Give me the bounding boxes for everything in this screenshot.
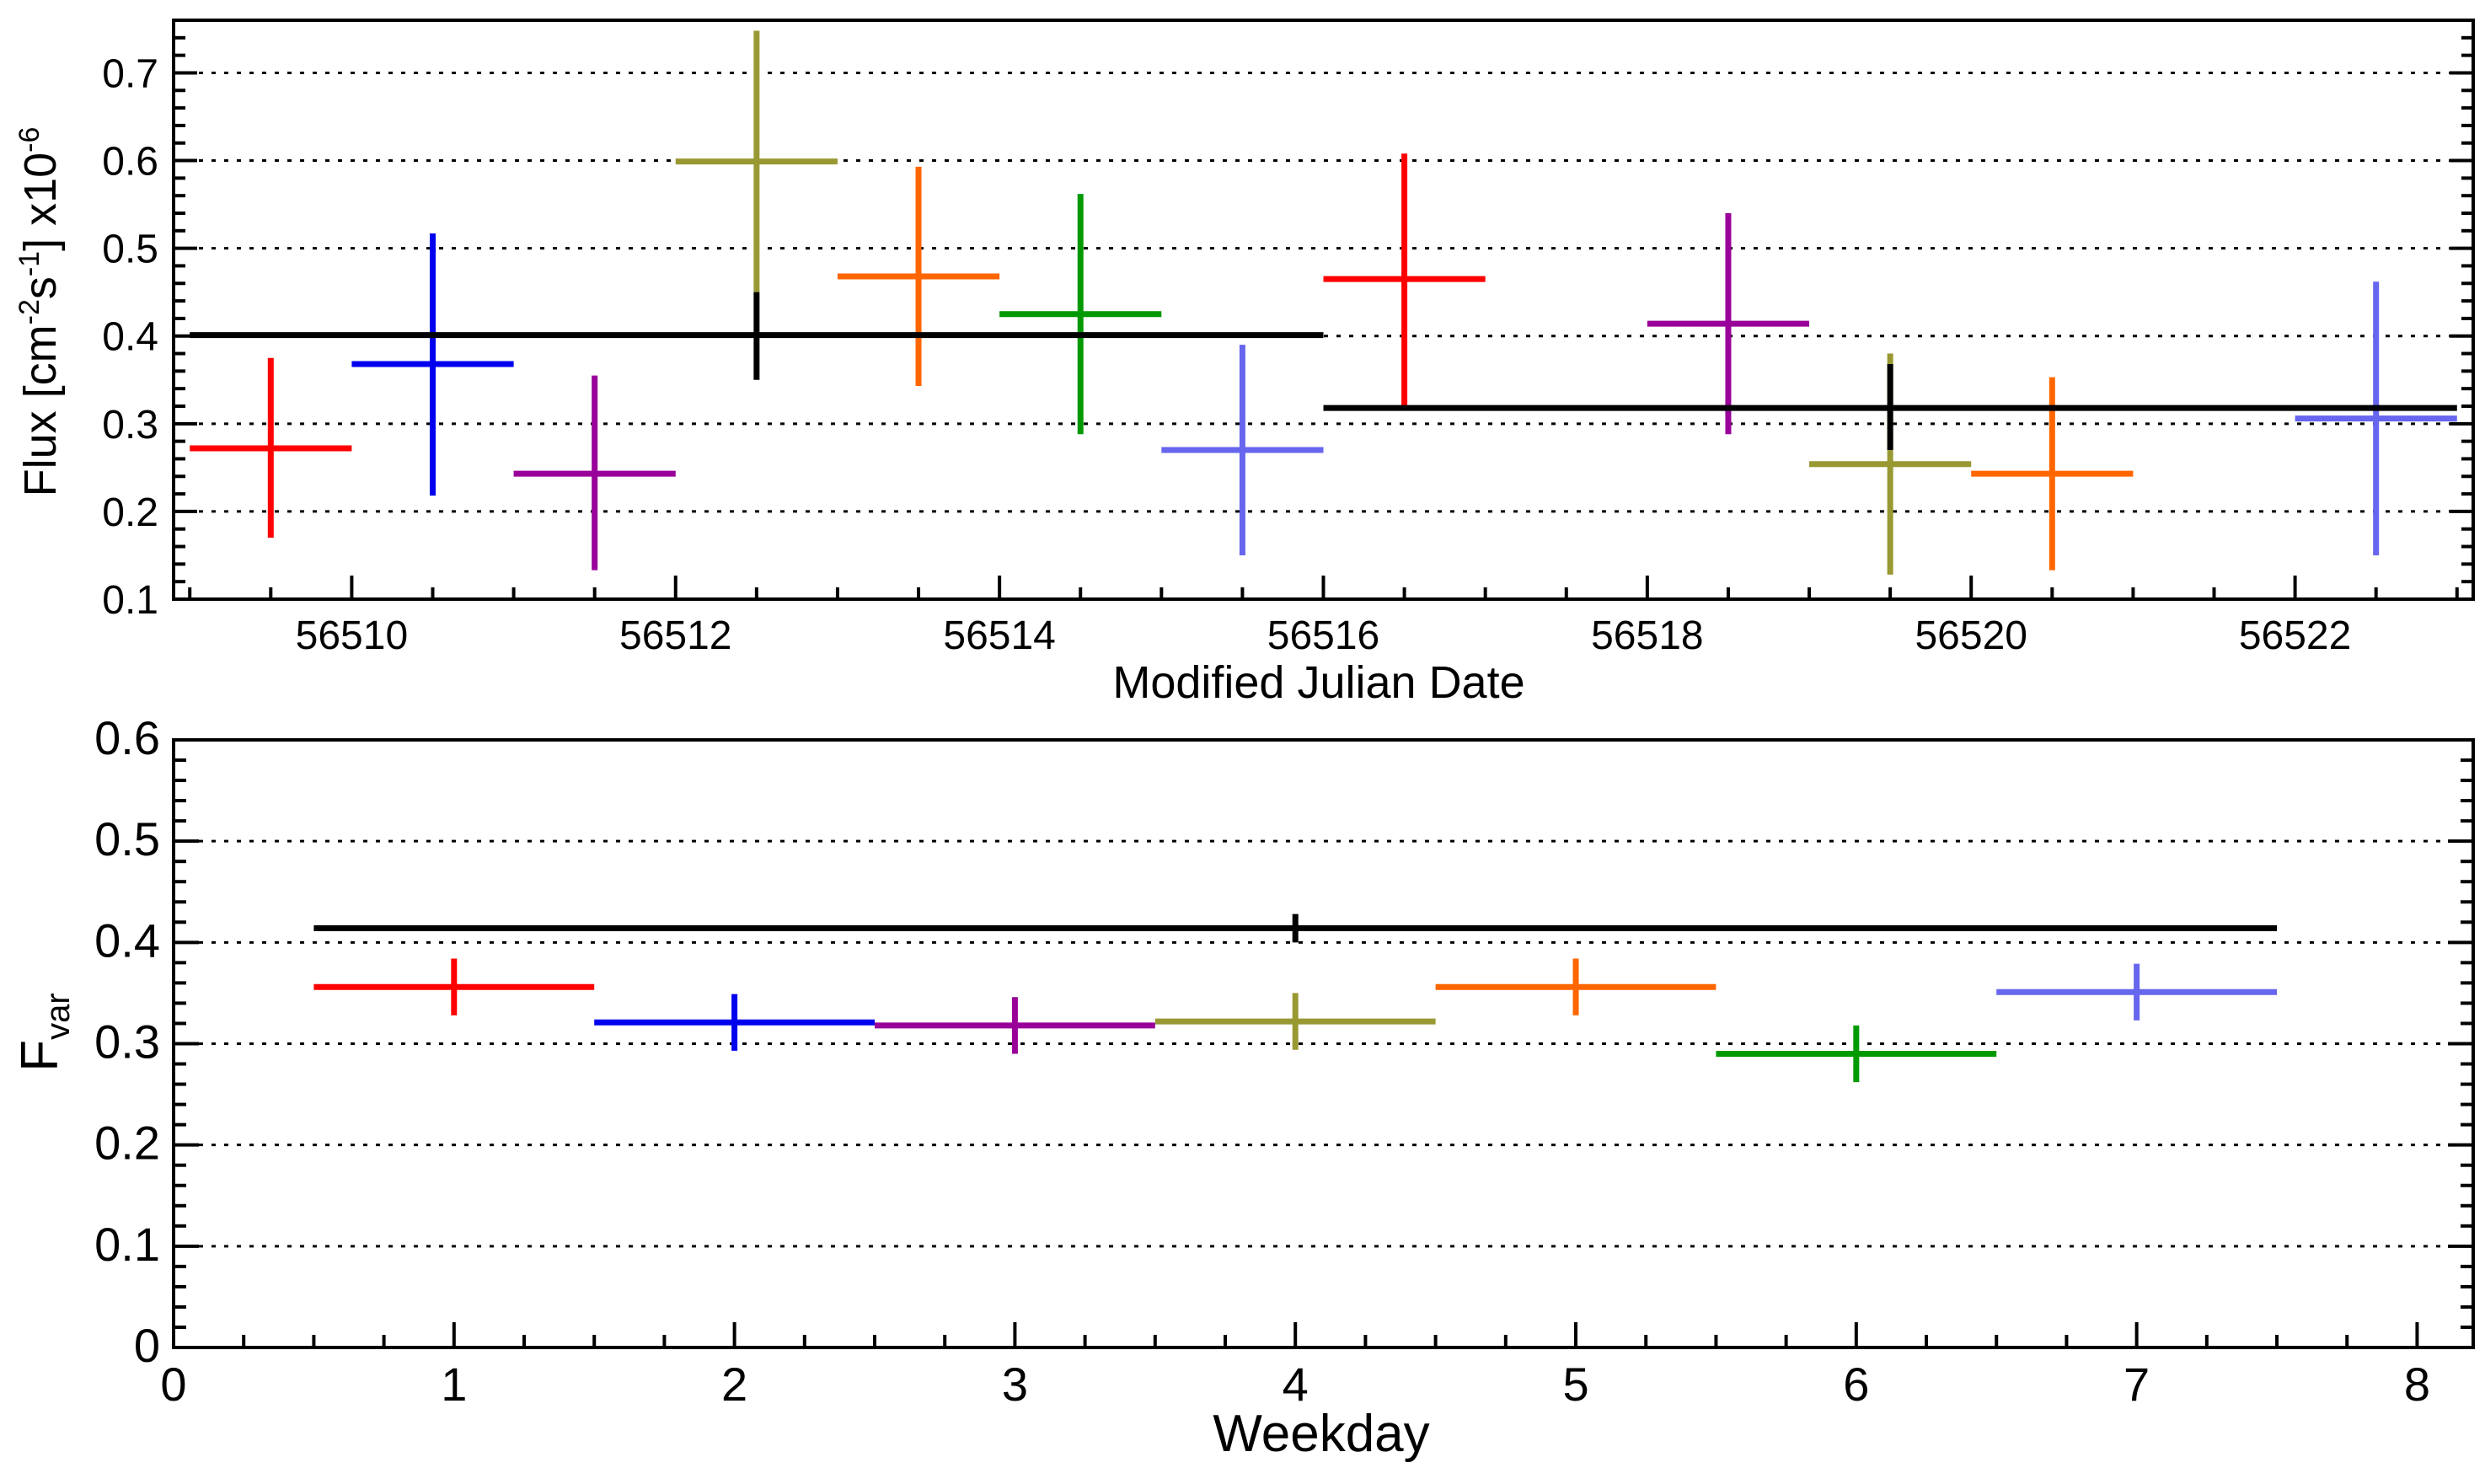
x-tick-label: 3 xyxy=(1002,1358,1028,1411)
data-point-daily xyxy=(351,233,514,496)
y-tick-label: 0.5 xyxy=(102,228,158,272)
top-axis-ticks xyxy=(174,19,2473,601)
data-point-daily xyxy=(2295,281,2457,555)
x-tick-label: 56520 xyxy=(1915,613,2027,658)
data-point-daily xyxy=(999,194,1162,435)
y-tick-label: 0 xyxy=(134,1319,160,1372)
data-point-weekday xyxy=(313,958,595,1015)
y-tick-label: 0.6 xyxy=(94,711,160,764)
y-tick-label: 0.1 xyxy=(102,578,158,623)
data-point-daily xyxy=(1323,153,1486,406)
data-point-weekday xyxy=(1435,958,1716,1015)
top-plot-frame xyxy=(172,19,2475,601)
x-tick-label: 4 xyxy=(1283,1358,1309,1411)
top-panel: 56510 56512 56514 56516 56518 56520 56522 0.10… xyxy=(13,19,2475,708)
bottom-plot-frame xyxy=(172,738,2475,1349)
y-tick-label: 0.4 xyxy=(102,315,158,360)
data-point-daily xyxy=(1647,213,1810,435)
y-tick-label: 0.7 xyxy=(102,51,158,96)
x-tick-label: 2 xyxy=(721,1358,747,1411)
bottom-data-points xyxy=(313,913,2278,1083)
y-tick-label: 0.1 xyxy=(94,1218,160,1271)
bottom-x-tick-labels: 0 1 2 3 4 5 6 7 8 xyxy=(160,1358,2430,1411)
y-tick-label: 0.3 xyxy=(102,403,158,447)
data-point-weekday xyxy=(1716,1025,1997,1083)
x-tick-label: 6 xyxy=(1843,1358,1869,1411)
data-point-daily xyxy=(513,375,676,571)
data-point-daily xyxy=(837,166,1000,387)
data-point-daily xyxy=(1161,345,1324,555)
y-tick-label: 0.3 xyxy=(94,1015,160,1069)
top-data-points xyxy=(190,30,2457,575)
data-point-all xyxy=(313,913,2278,943)
x-tick-label: 8 xyxy=(2404,1358,2430,1411)
x-tick-label: 56522 xyxy=(2239,613,2351,658)
data-point-weekday xyxy=(875,997,1155,1054)
x-tick-label: 7 xyxy=(2123,1358,2150,1411)
y-tick-label: 0.6 xyxy=(102,140,158,185)
bottom-panel: 0 1 2 3 4 5 6 7 8 0 0.1 0.2 0.3 0.4 0.5 0.6 Weekday Fv… xyxy=(11,711,2475,1463)
data-point-daily xyxy=(675,30,838,292)
bottom-x-axis-title: Weekday xyxy=(1213,1405,1429,1463)
y-tick-label: 0.4 xyxy=(94,913,160,967)
x-tick-label: 5 xyxy=(1562,1358,1588,1411)
x-tick-label: 56516 xyxy=(1267,613,1379,658)
bottom-y-axis-title: Fvar xyxy=(11,993,77,1071)
top-y-tick-labels: 0.1 0.2 0.3 0.4 0.5 0.6 0.7 xyxy=(102,51,158,623)
top-x-axis-title: Modified Julian Date xyxy=(1112,657,1524,708)
x-tick-label: 56512 xyxy=(619,613,731,658)
data-point-daily xyxy=(190,357,352,538)
data-point-weekday xyxy=(1996,963,2278,1021)
data-point-weekly xyxy=(1323,364,2457,451)
x-tick-label: 56518 xyxy=(1591,613,1703,658)
y-tick-label: 0.2 xyxy=(94,1117,160,1170)
data-point-weekly xyxy=(190,292,1324,380)
top-y-axis-title: Flux [cm-2s-1] x10-6 xyxy=(13,127,66,497)
x-tick-label: 1 xyxy=(441,1358,467,1411)
data-point-weekday xyxy=(594,994,876,1051)
top-x-tick-labels: 56510 56512 56514 56516 56518 56520 56522 xyxy=(296,613,2352,658)
data-point-weekday xyxy=(1154,993,1436,1050)
x-tick-label: 56514 xyxy=(943,613,1055,658)
x-tick-label: 0 xyxy=(160,1358,186,1411)
top-gridlines xyxy=(174,71,2473,513)
bottom-y-tick-labels: 0 0.1 0.2 0.3 0.4 0.5 0.6 xyxy=(94,711,160,1372)
y-tick-label: 0.2 xyxy=(102,490,158,535)
y-tick-label: 0.5 xyxy=(94,812,160,865)
x-tick-label: 56510 xyxy=(296,613,408,658)
